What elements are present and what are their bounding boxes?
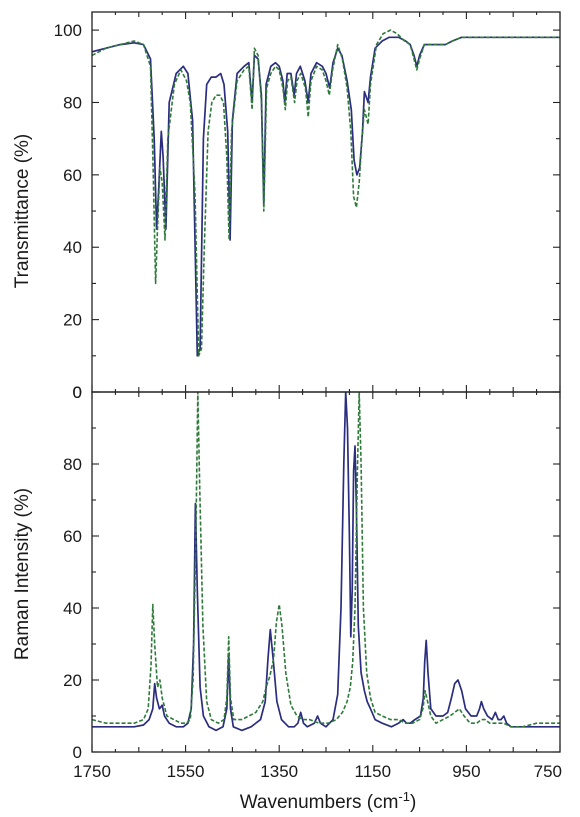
raman-y-tick-label: 80 <box>63 455 82 474</box>
raman-x-tick-label: 1750 <box>73 762 111 781</box>
raman-x-tick-label: 750 <box>534 762 562 781</box>
wavenumber-axis-title: Wavenumbers (cm-1) <box>240 789 417 813</box>
raman-x-tick-label: 1350 <box>260 762 298 781</box>
raman-x-tick-label: 1550 <box>167 762 205 781</box>
wavenumber-axis-title-close: ) <box>410 792 416 813</box>
raman-series-1-line <box>92 392 560 732</box>
raman-axis-title: Raman Intensity (%) <box>12 488 33 660</box>
transmittance-series-group <box>92 29 560 357</box>
raman-y-tick-label-top: 0 <box>73 383 82 402</box>
wavenumber-axis-title-superscript: -1 <box>398 789 410 804</box>
transmittance-y-tick-label: 60 <box>63 166 82 185</box>
transmittance-y-tick-label: 20 <box>63 311 82 330</box>
raman-y-tick-label: 0 <box>73 743 82 762</box>
transmittance-y-tick-label: 100 <box>54 21 82 40</box>
transmittance-axis-title: Transmittance (%) <box>12 134 33 289</box>
raman-x-tick-label: 1150 <box>355 762 392 781</box>
transmittance-panel: 0 20 40 60 80 100 <box>54 11 561 402</box>
raman-series-2-line <box>92 392 560 728</box>
raman-y-tick-label: 40 <box>63 599 82 618</box>
transmittance-series-2-line <box>92 29 560 357</box>
transmittance-y-tick-label: 40 <box>63 238 82 257</box>
raman-y-tick-label: 60 <box>63 527 82 546</box>
transmittance-series-1-line <box>92 36 560 357</box>
raman-series-group <box>92 392 560 732</box>
transmittance-y-tick-label: 80 <box>63 93 82 112</box>
transmittance-y-tick-label: 0 <box>73 383 82 402</box>
transmittance-plot-frame <box>91 11 561 393</box>
wavenumber-axis-title-main: Wavenumbers (cm <box>240 792 399 813</box>
raman-y-tick-label: 20 <box>63 671 82 690</box>
raman-x-tick-label: 950 <box>452 762 480 781</box>
